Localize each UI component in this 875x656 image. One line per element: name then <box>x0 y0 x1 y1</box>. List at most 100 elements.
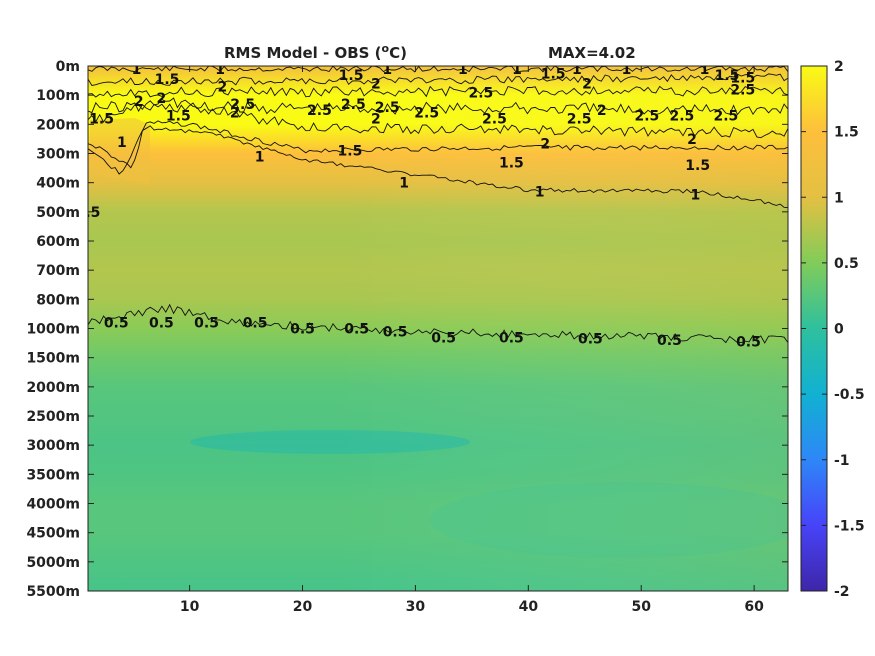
contour-label: 1.5 <box>685 158 710 174</box>
contour-label: 0.5 <box>149 316 174 332</box>
contour-label: 0.5 <box>344 322 369 338</box>
y-tick-label: 2000m <box>26 380 80 396</box>
contour-label: 1.5 <box>499 155 524 171</box>
y-tick-label: 400m <box>36 176 80 192</box>
contour-label: 1.5 <box>89 112 114 128</box>
contour-label: 2.5 <box>414 106 439 122</box>
y-axis: 0m 100m 200m 300m 400m 500m 600m 700m 800m 1000m 1… <box>26 59 788 600</box>
contour-label: 2 <box>157 91 167 107</box>
y-tick-label: 1500m <box>26 351 80 367</box>
y-tick-label: 2500m <box>26 409 80 425</box>
contour-1.5-top <box>88 73 788 87</box>
contour-label: 1 <box>512 62 522 78</box>
colorbar-tick-label: 0 <box>834 322 844 338</box>
contour-label: 1 <box>700 62 710 78</box>
colorbar-tick-label: 1 <box>834 190 844 206</box>
y-tick-label: 600m <box>36 234 80 250</box>
contour-label: 2 <box>371 77 381 93</box>
contour-label: 1 <box>132 62 142 78</box>
contour-label: 0.5 <box>290 322 315 338</box>
colorbar-tick-label: -0.5 <box>834 387 865 403</box>
max-label: MAX=4.02 <box>548 44 636 62</box>
contour-label: 0.5 <box>194 316 219 332</box>
colorbar: 2 1.5 1 0.5 0 -0.5 -1 -1.5 -2 <box>800 59 865 600</box>
y-tick-label: 800m <box>36 292 80 308</box>
contour-1-top <box>88 66 788 73</box>
contour-label: 1.5 <box>155 72 180 88</box>
contour-label: 2.5 <box>341 97 366 113</box>
deep-band <box>190 430 470 454</box>
x-tick-label: 50 <box>631 599 651 615</box>
y-tick-label: 5500m <box>26 584 80 600</box>
contour-label: 1 <box>535 184 545 200</box>
heatmap-east-tint <box>88 66 788 591</box>
contour-label: 2.5 <box>482 112 507 128</box>
contour-lines <box>88 66 788 344</box>
colorbar-tick-label: 0.5 <box>834 256 859 272</box>
y-tick-label: 300m <box>36 147 80 163</box>
contour-label: 0.5 <box>383 324 408 340</box>
y-tick-label: 100m <box>36 88 80 104</box>
contour-label: 2 <box>134 94 144 110</box>
contour-label: 1 <box>255 149 265 165</box>
contour-label: 1.5 <box>730 71 755 87</box>
x-axis: 10 20 30 40 50 60 <box>180 66 764 615</box>
chart-title: RMS Model - OBS (oC) <box>224 42 407 62</box>
warm-pocket <box>90 118 150 185</box>
x-tick-label: 10 <box>180 599 200 615</box>
contour-label: 0.5 <box>76 205 101 221</box>
contour-label: 2.5 <box>669 109 694 125</box>
contour-label: 1.5 <box>715 68 740 84</box>
contour-label: 2 <box>230 106 240 122</box>
colorbar-tick-label: -1 <box>834 453 850 469</box>
y-tick-label: 0m <box>56 59 80 75</box>
contour-label: 1.5 <box>338 144 363 160</box>
contour-label: 2 <box>371 112 381 128</box>
contour-label: 0.5 <box>104 316 129 332</box>
colorbar-tick-label: 1.5 <box>834 125 859 141</box>
contour-label: 2 <box>217 79 227 95</box>
contour-label: 2 <box>687 132 697 148</box>
x-tick-label: 60 <box>744 599 764 615</box>
x-tick-label: 40 <box>519 599 539 615</box>
contour-label: 2.5 <box>567 112 592 128</box>
contour-label: 2.5 <box>713 109 738 125</box>
contour-1-lower <box>88 125 788 209</box>
contour-label: 0.5 <box>431 330 456 346</box>
y-tick-label: 4000m <box>26 497 80 513</box>
contour-label: 1 <box>572 62 582 78</box>
contour-label: 2 <box>582 77 592 93</box>
contour-label: 2 <box>540 136 550 152</box>
colorbar-tick-label: -1.5 <box>834 518 865 534</box>
contour-2-lower <box>88 97 788 139</box>
x-tick-label: 20 <box>293 599 313 615</box>
contour-label: 0.5 <box>736 335 761 351</box>
colorbar-tick-label: -2 <box>834 584 850 600</box>
contour-label: 1 <box>382 62 392 78</box>
contour-label: 1.5 <box>166 109 191 125</box>
contour-label: 2.5 <box>468 85 493 101</box>
colorbar-ticks: 2 1.5 1 0.5 0 -0.5 -1 -1.5 -2 <box>801 59 865 600</box>
y-tick-label: 200m <box>36 117 80 133</box>
contour-label: 1 <box>215 62 225 78</box>
y-tick-label: 700m <box>36 263 80 279</box>
contour-label: 0.5 <box>657 333 682 349</box>
colorbar-tick-label: 2 <box>834 59 844 75</box>
contour-label: 1 <box>117 135 127 151</box>
y-tick-label: 3500m <box>26 467 80 483</box>
contour-label: 2.5 <box>307 103 332 119</box>
contour-label: 2.5 <box>230 97 255 113</box>
contour-0.5 <box>88 303 788 344</box>
contour-label: 1.5 <box>541 66 566 82</box>
contour-label: 0.5 <box>578 332 603 348</box>
contour-label: 2.5 <box>634 109 659 125</box>
deep-east-band <box>430 482 788 558</box>
y-tick-label: 4500m <box>26 526 80 542</box>
y-tick-label: 500m <box>36 205 80 221</box>
contour-label: 1 <box>691 187 701 203</box>
contour-label: 0.5 <box>499 330 524 346</box>
contour-label: 1 <box>622 62 632 78</box>
